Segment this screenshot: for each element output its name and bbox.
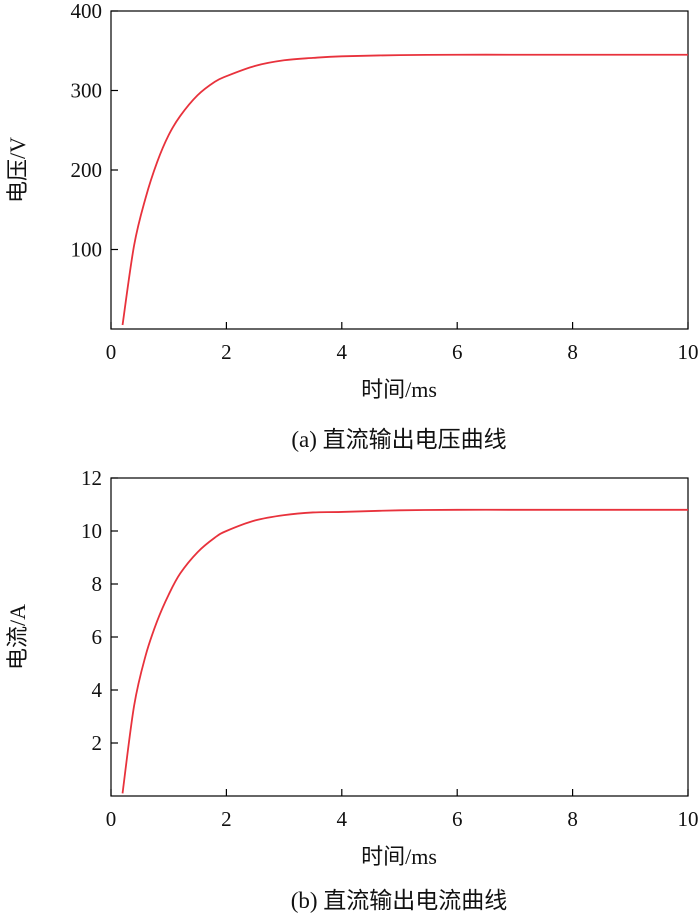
chart-b-series xyxy=(121,508,688,794)
chart-a-y-tick-label: 100 xyxy=(71,238,103,262)
chart-a-x-axis-label: 时间/ms xyxy=(361,377,437,402)
chart-a-x-tick-label: 2 xyxy=(221,340,232,364)
chart-a-y-ticks: 100 200 300 400 xyxy=(71,0,118,262)
chart-a-y-tick-label: 200 xyxy=(71,158,103,182)
chart-b-x-tick-label: 8 xyxy=(567,807,578,831)
chart-a-x-tick-label: 8 xyxy=(567,340,578,364)
chart-b-x-tick-label: 4 xyxy=(337,807,348,831)
chart-b-y-tick-label: 2 xyxy=(92,731,103,755)
chart-a-x-tick-label: 10 xyxy=(678,340,699,364)
chart-a-x-tick-label: 6 xyxy=(452,340,463,364)
chart-a-y-tick-label: 300 xyxy=(71,79,103,103)
chart-b-x-tick-label: 6 xyxy=(452,807,463,831)
chart-b-x-tick-label: 10 xyxy=(678,807,699,831)
chart-b-x-tick-label: 2 xyxy=(221,807,232,831)
chart-b-y-ticks: 2 4 6 8 10 12 xyxy=(81,466,118,755)
chart-a-x-tick-label: 4 xyxy=(337,340,348,364)
chart-a-series-line xyxy=(121,53,688,326)
chart-a-x-ticks: 0 2 4 6 8 10 xyxy=(106,322,699,364)
chart-b-y-tick-label: 8 xyxy=(92,572,103,596)
chart-b-y-axis-label: 电流/A xyxy=(5,604,30,670)
chart-b-y-tick-label: 12 xyxy=(81,466,102,490)
chart-b: 0 2 4 6 8 10 2 4 6 8 10 12 时间/ms 电流/A (b) 直流输出电流曲线 xyxy=(5,466,699,913)
chart-a-caption: (a) 直流输出电压曲线 xyxy=(291,427,506,452)
chart-b-x-tick-label: 0 xyxy=(106,807,117,831)
chart-b-caption: (b) 直流输出电流曲线 xyxy=(291,888,508,913)
chart-b-plot-frame xyxy=(110,477,689,797)
chart-b-x-ticks: 0 2 4 6 8 10 xyxy=(106,789,699,831)
chart-b-y-tick-label: 4 xyxy=(92,678,103,702)
chart-a-plot-frame xyxy=(110,10,689,330)
chart-b-x-axis-label: 时间/ms xyxy=(361,844,437,869)
chart-a-series xyxy=(121,53,688,326)
chart-a-y-tick-label: 400 xyxy=(71,0,103,23)
chart-b-y-tick-label: 6 xyxy=(92,625,103,649)
chart-b-y-tick-label: 10 xyxy=(81,519,102,543)
chart-a-y-axis-label: 电压/V xyxy=(5,137,30,203)
chart-a: 0 2 4 6 8 10 100 200 300 400 时间/ms 电压/V (a) 直流输出… xyxy=(5,0,699,452)
chart-a-x-tick-label: 0 xyxy=(106,340,117,364)
chart-b-series-line xyxy=(121,508,688,794)
